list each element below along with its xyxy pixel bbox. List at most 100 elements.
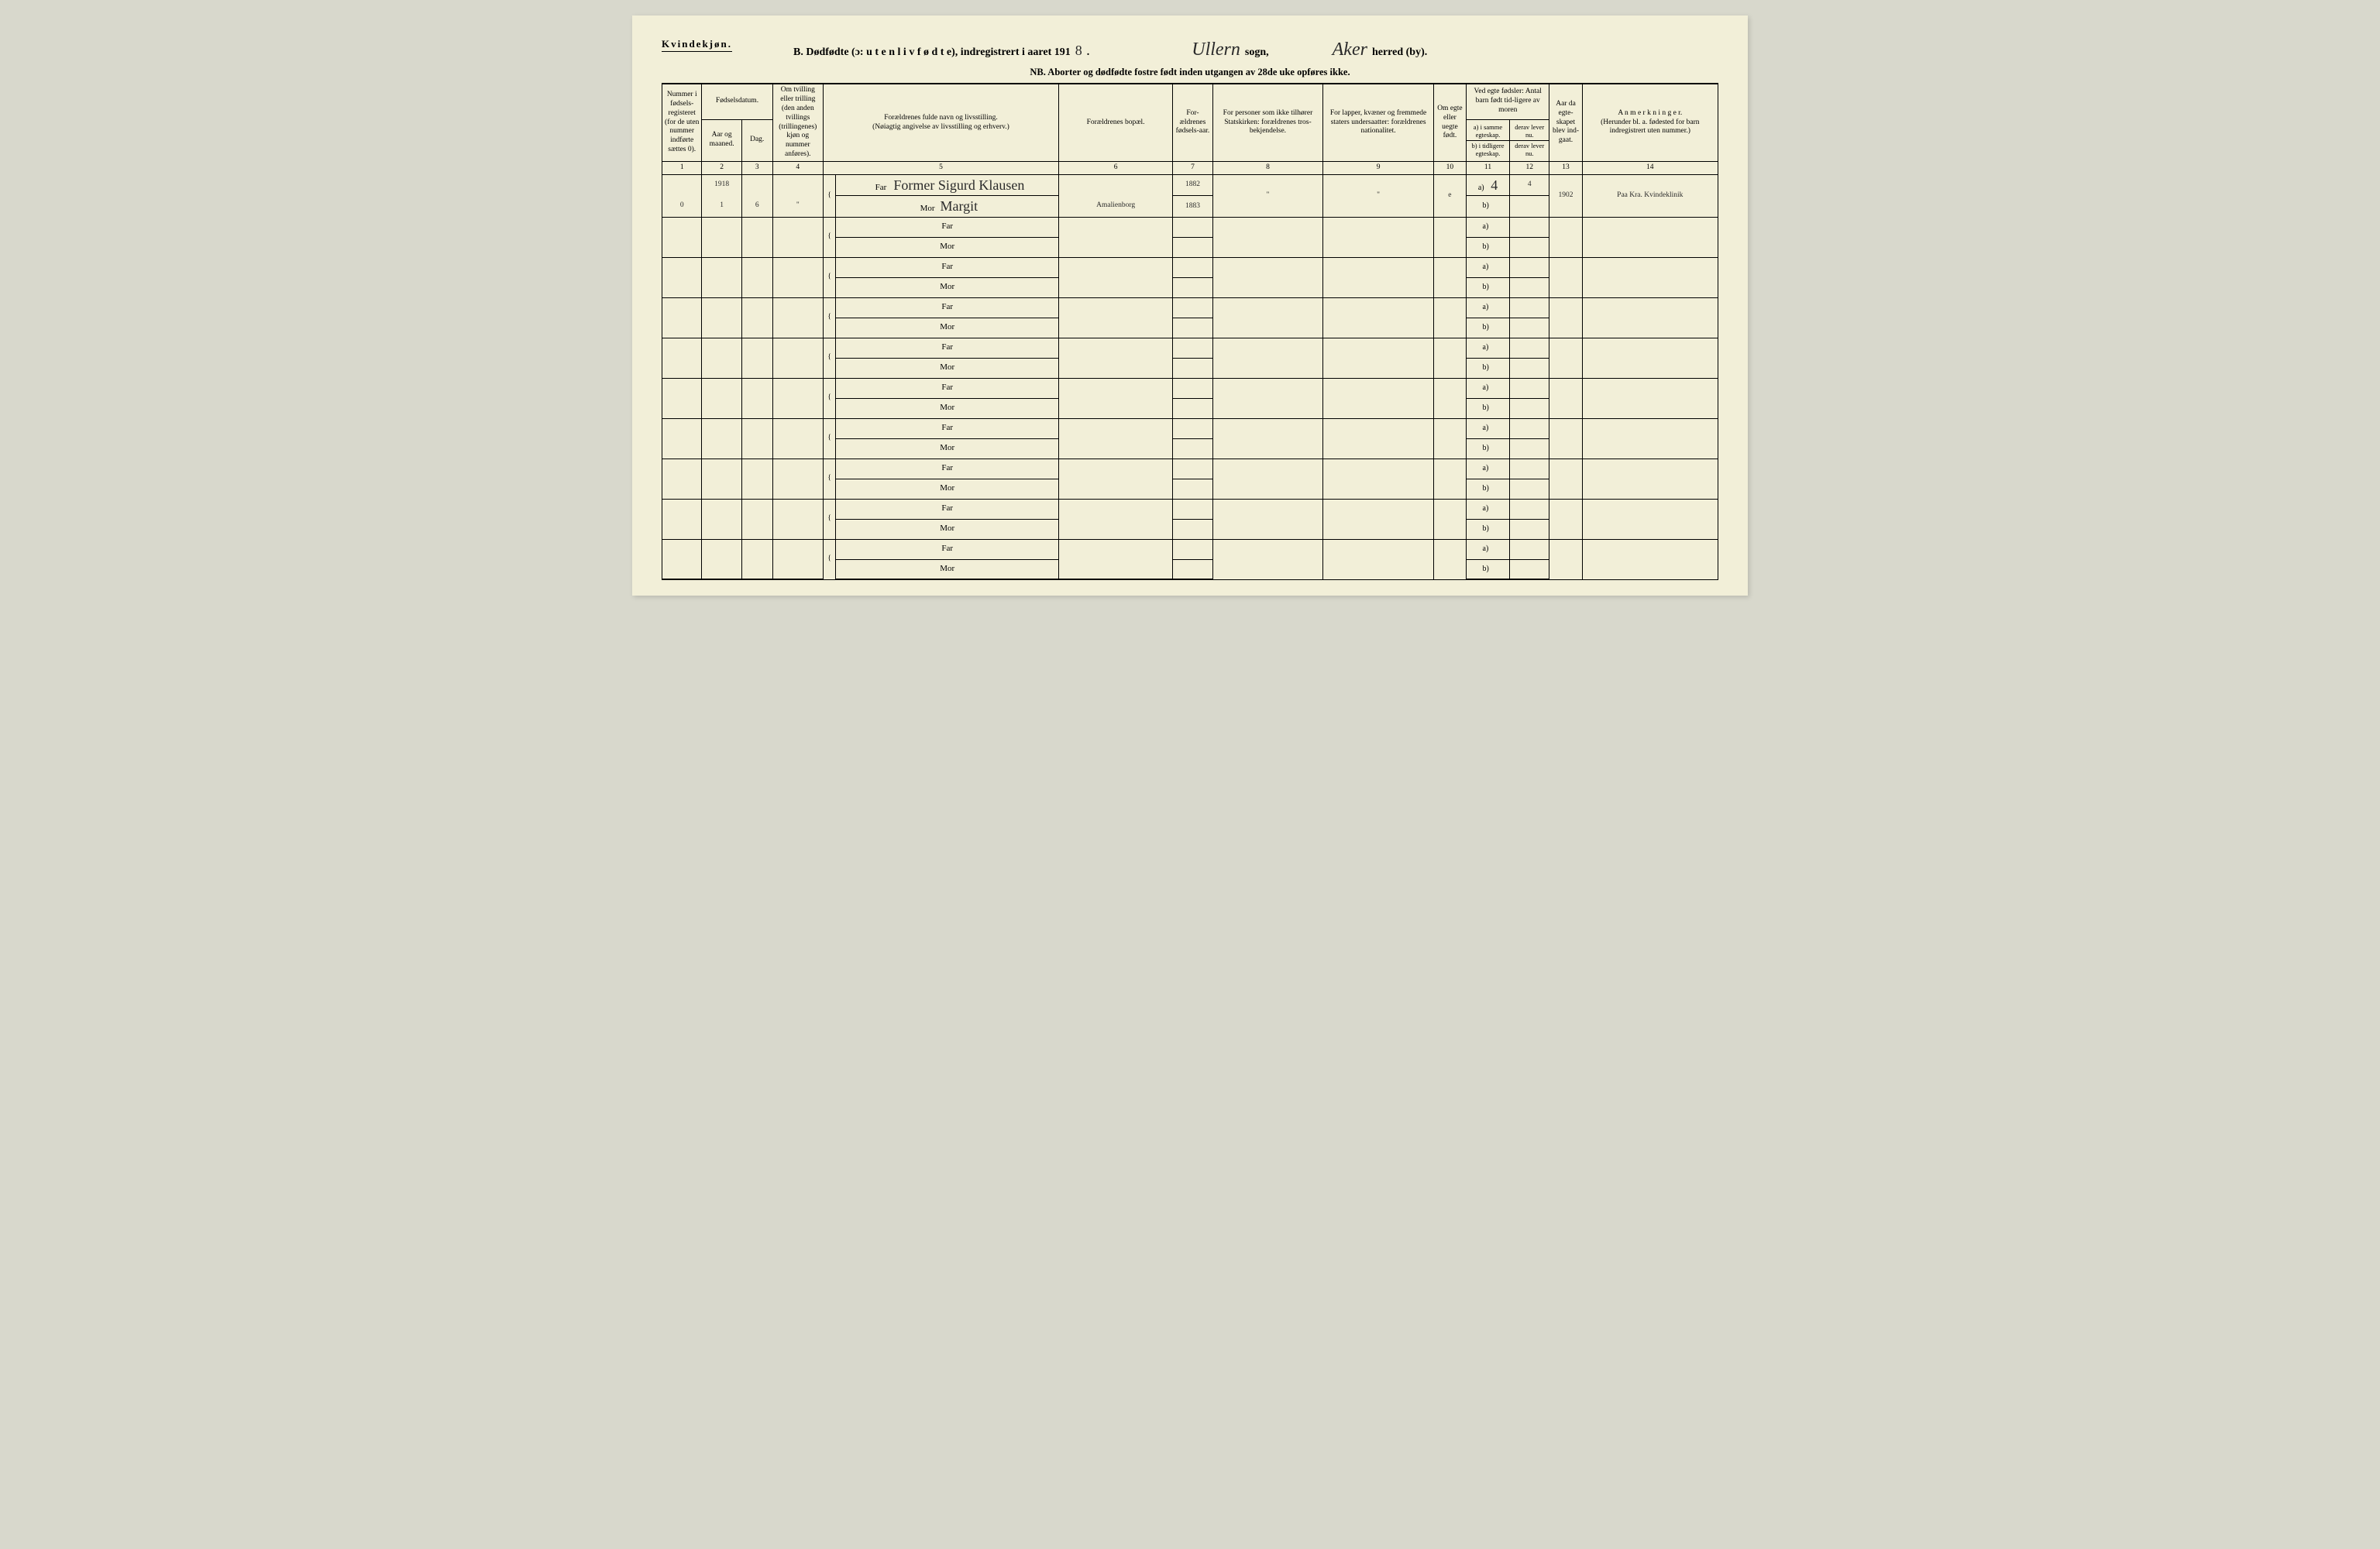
col-12b: derav lever nu. — [1510, 141, 1549, 159]
mor-label: Mor — [937, 524, 958, 534]
far-label: Far — [937, 383, 958, 393]
blank-row: { Far a) — [662, 499, 1718, 519]
nb-line: NB. Aborter og dødfødte fostre født inde… — [662, 67, 1718, 78]
col-11b: b) i tidligere egteskap. — [1467, 141, 1509, 159]
colnum-13: 13 — [1549, 162, 1582, 175]
label-a: a) — [1483, 303, 1494, 313]
mor-label: Mor — [937, 443, 958, 454]
sogn-value: Ullern — [1192, 39, 1240, 60]
entry-day: 6 — [741, 196, 772, 218]
brace-icon: { — [824, 459, 836, 499]
label-a: a) — [1483, 424, 1494, 434]
mor-label: Mor — [937, 322, 958, 333]
col-12-sub: derav lever nu. derav lever nu. — [1510, 119, 1549, 161]
col-14-header: A n m e r k n i n g e r. (Herunder bl. a… — [1582, 84, 1718, 162]
entry-c13: 1902 — [1549, 174, 1582, 217]
entry-bopael-blank — [1058, 174, 1172, 196]
entry-year: 1918 — [702, 174, 741, 196]
mor-label: Mor — [937, 282, 958, 293]
entry-c14: Paa Kra. Kvindeklinik — [1582, 174, 1718, 217]
label-a: a) — [1483, 504, 1494, 514]
sogn-label: sogn, — [1245, 46, 1269, 59]
entry-c8: " — [1212, 174, 1323, 217]
col-6-header: Forældrenes bopæl. — [1058, 84, 1172, 162]
label-b: b) — [1483, 363, 1494, 373]
entry-far-cell: Far Former Sigurd Klausen — [836, 174, 1059, 196]
page-header: Kvindekjøn. B. Dødfødte (ɔ: u t e n l i … — [662, 37, 1718, 78]
label-a: a) — [1483, 343, 1494, 353]
ledger-page: Kvindekjøn. B. Dødfødte (ɔ: u t e n l i … — [632, 15, 1748, 596]
entry-mor-name: Margit — [941, 198, 978, 214]
brace-icon: { — [824, 418, 836, 459]
herred-value: Aker — [1333, 39, 1367, 60]
brace-icon: { — [824, 378, 836, 418]
far-label: Far — [937, 544, 958, 555]
blank-row: { Far a) — [662, 257, 1718, 277]
colnum-12: 12 — [1510, 162, 1549, 175]
col-4-header: Om tvilling eller trilling (den anden tv… — [772, 84, 823, 162]
entry-bopael: Amalienborg — [1058, 196, 1172, 218]
col-7-header: For-ældrenes fødsels-aar. — [1173, 84, 1212, 162]
blank-row: { Far a) — [662, 378, 1718, 398]
brace-icon: { — [824, 174, 836, 217]
colnum-11: 11 — [1466, 162, 1509, 175]
blank-row: { Far a) — [662, 459, 1718, 479]
col-5-header: Forældrenes fulde navn og livsstilling. … — [824, 84, 1059, 162]
mor-label: Mor — [937, 362, 958, 373]
col-12a: derav lever nu. — [1510, 122, 1549, 141]
col-13-header: Aar da egte-skapet blev ind-gaat. — [1549, 84, 1582, 162]
year-digit: 8 — [1075, 43, 1082, 59]
col-1112-header: Ved egte fødsler: Antal barn født tid-li… — [1466, 84, 1549, 119]
far-label: Far — [937, 503, 958, 514]
col-3-header: Dag. — [741, 119, 772, 161]
col-11-sub: a) i samme egteskap. b) i tidligere egte… — [1466, 119, 1509, 161]
title-period: . — [1087, 46, 1090, 59]
entry-12b — [1510, 196, 1549, 218]
colnum-4: 4 — [772, 162, 823, 175]
colnum-8: 8 — [1212, 162, 1323, 175]
entry-c9: " — [1323, 174, 1434, 217]
label-a: a) — [1483, 263, 1494, 273]
label-a: a) — [1478, 184, 1489, 194]
brace-icon: { — [824, 257, 836, 297]
mor-label: Mor — [937, 564, 958, 575]
far-label: Far — [937, 222, 958, 232]
brace-icon: { — [824, 217, 836, 257]
far-label: Far — [937, 423, 958, 434]
gender-heading: Kvindekjøn. — [662, 38, 732, 52]
entry-1-far-row: 1918 { Far Former Sigurd Klausen 1882 " … — [662, 174, 1718, 196]
label-a: a) — [1483, 222, 1494, 232]
blank-row: { Far a) — [662, 217, 1718, 237]
colnum-5: 5 — [824, 162, 1059, 175]
col-10-header: Om egte eller uegte født. — [1433, 84, 1466, 162]
title-row: B. Dødfødte (ɔ: u t e n l i v f ø d t e)… — [662, 39, 1718, 60]
ledger-table: Nummer i fødsels-registeret (for de uten… — [662, 83, 1718, 580]
label-a: a) — [1483, 383, 1494, 393]
label-b: b) — [1483, 242, 1494, 252]
label-b: b) — [1483, 565, 1494, 575]
far-label: Far — [937, 463, 958, 474]
header-row-1: Nummer i fødsels-registeret (for de uten… — [662, 84, 1718, 119]
entry-11a-val: 4 — [1491, 177, 1498, 193]
colnum-3: 3 — [741, 162, 772, 175]
colnum-7: 7 — [1173, 162, 1212, 175]
col-1-header: Nummer i fødsels-registeret (for de uten… — [662, 84, 702, 162]
label-b: b) — [1483, 444, 1494, 454]
col-23-header: Fødselsdatum. — [702, 84, 772, 119]
brace-icon: { — [824, 499, 836, 539]
colnum-9: 9 — [1323, 162, 1434, 175]
entry-12a: 4 — [1510, 174, 1549, 196]
title-prefix: B. Dødfødte (ɔ: u t e n l i v f ø d t e)… — [793, 46, 1071, 59]
mor-label: Mor — [937, 242, 958, 252]
entry-reg — [662, 174, 702, 196]
far-label: Far — [937, 342, 958, 353]
colnum-10: 10 — [1433, 162, 1466, 175]
label-b: b) — [1483, 524, 1494, 534]
entry-11b: b) — [1466, 196, 1509, 218]
blank-row: { Far a) — [662, 297, 1718, 318]
entry-mor-year: 1883 — [1173, 196, 1212, 218]
blank-row: { Far a) — [662, 338, 1718, 358]
brace-icon: { — [824, 338, 836, 378]
brace-icon: { — [824, 297, 836, 338]
label-b: b) — [1483, 484, 1494, 494]
